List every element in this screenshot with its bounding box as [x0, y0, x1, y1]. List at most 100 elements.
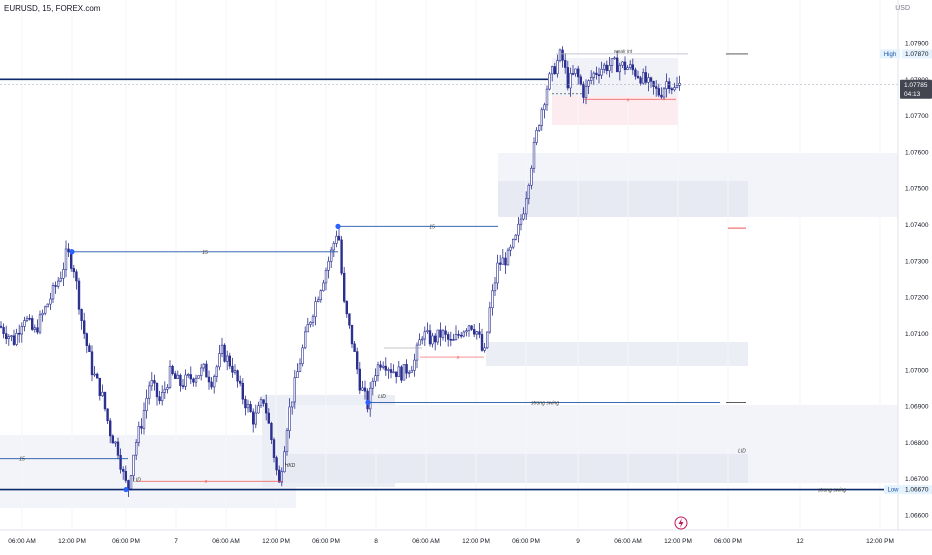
candle — [168, 360, 172, 389]
candle — [56, 277, 60, 289]
candle — [618, 62, 622, 81]
candle — [111, 434, 115, 444]
candle — [233, 364, 237, 375]
candle — [582, 81, 585, 104]
candle — [166, 384, 169, 394]
candle — [205, 360, 208, 378]
candle — [537, 124, 541, 132]
candle — [10, 335, 13, 342]
low-price-value: 1.06670 — [905, 487, 929, 494]
x-tick-label: 12:00 PM — [462, 538, 490, 545]
candle — [496, 254, 499, 290]
candle — [114, 441, 117, 447]
candle — [285, 427, 289, 456]
candle — [322, 279, 325, 292]
candle — [64, 240, 68, 278]
candle — [381, 361, 385, 370]
candle — [324, 267, 328, 291]
y-tick-label: 1.06900 — [905, 404, 929, 411]
candle — [202, 363, 205, 372]
candle — [472, 324, 476, 338]
candle — [675, 76, 679, 89]
candle — [75, 269, 78, 290]
candle — [509, 244, 512, 257]
candle — [355, 347, 359, 375]
candle — [38, 310, 42, 335]
candle — [608, 56, 611, 78]
lightning-icon[interactable] — [674, 516, 688, 530]
candle — [54, 281, 57, 294]
candle — [124, 465, 128, 483]
y-tick-label: 1.07500 — [905, 186, 929, 193]
candle — [88, 343, 91, 353]
candle — [654, 80, 658, 97]
candle — [462, 330, 465, 338]
candle — [436, 329, 439, 345]
candle — [446, 331, 450, 347]
candle — [348, 313, 351, 329]
left-15-label: 15 — [19, 457, 25, 463]
chart-title: EURUSD, 15, FOREX.com — [4, 4, 101, 13]
candle — [241, 378, 244, 405]
high-price-value: 1.07870 — [905, 51, 929, 58]
candle — [647, 73, 650, 92]
candle — [119, 448, 122, 474]
candle — [132, 454, 135, 482]
candle — [483, 343, 486, 353]
candle — [426, 322, 429, 334]
candle — [358, 361, 361, 395]
candle — [83, 312, 86, 339]
candle — [418, 333, 421, 346]
candle — [184, 369, 187, 390]
candle — [49, 292, 52, 310]
candle — [387, 367, 390, 379]
candle — [543, 102, 546, 119]
candle — [441, 328, 445, 341]
hkd-label: HKD — [285, 463, 296, 469]
red-x-top-label: x — [626, 97, 630, 103]
candle — [306, 318, 309, 333]
candle — [41, 309, 44, 322]
candle — [17, 324, 21, 343]
zone-7 — [552, 95, 678, 125]
candle — [670, 87, 674, 95]
candle — [626, 65, 629, 71]
candle — [197, 375, 200, 379]
x-tick-label: 06:00 AM — [412, 538, 439, 545]
candle — [7, 334, 11, 346]
candle — [194, 374, 198, 387]
candle — [444, 325, 447, 342]
candle — [200, 363, 203, 381]
candle — [415, 342, 419, 369]
candle — [556, 54, 559, 78]
candle — [213, 374, 216, 394]
zone-0 — [0, 435, 296, 508]
candle — [452, 334, 455, 341]
candle — [275, 455, 278, 476]
candle — [231, 357, 234, 378]
candle — [498, 255, 502, 271]
candle — [174, 370, 177, 379]
candle — [576, 65, 580, 85]
candle — [259, 396, 263, 408]
candle — [181, 378, 185, 390]
candle — [77, 277, 81, 315]
swing-15-mid-label: 15 — [429, 224, 435, 230]
candle — [148, 381, 151, 405]
candle — [272, 437, 276, 463]
candle — [660, 87, 663, 100]
y-tick-label: 1.06600 — [905, 513, 929, 520]
candle — [43, 305, 47, 316]
candle — [579, 74, 583, 86]
candle — [597, 67, 601, 84]
candle — [309, 321, 312, 328]
candle — [122, 466, 125, 480]
candle — [548, 71, 551, 91]
candle — [72, 264, 76, 279]
candle — [423, 326, 426, 346]
candle — [252, 408, 255, 433]
candle — [223, 343, 226, 363]
candle — [311, 314, 315, 327]
